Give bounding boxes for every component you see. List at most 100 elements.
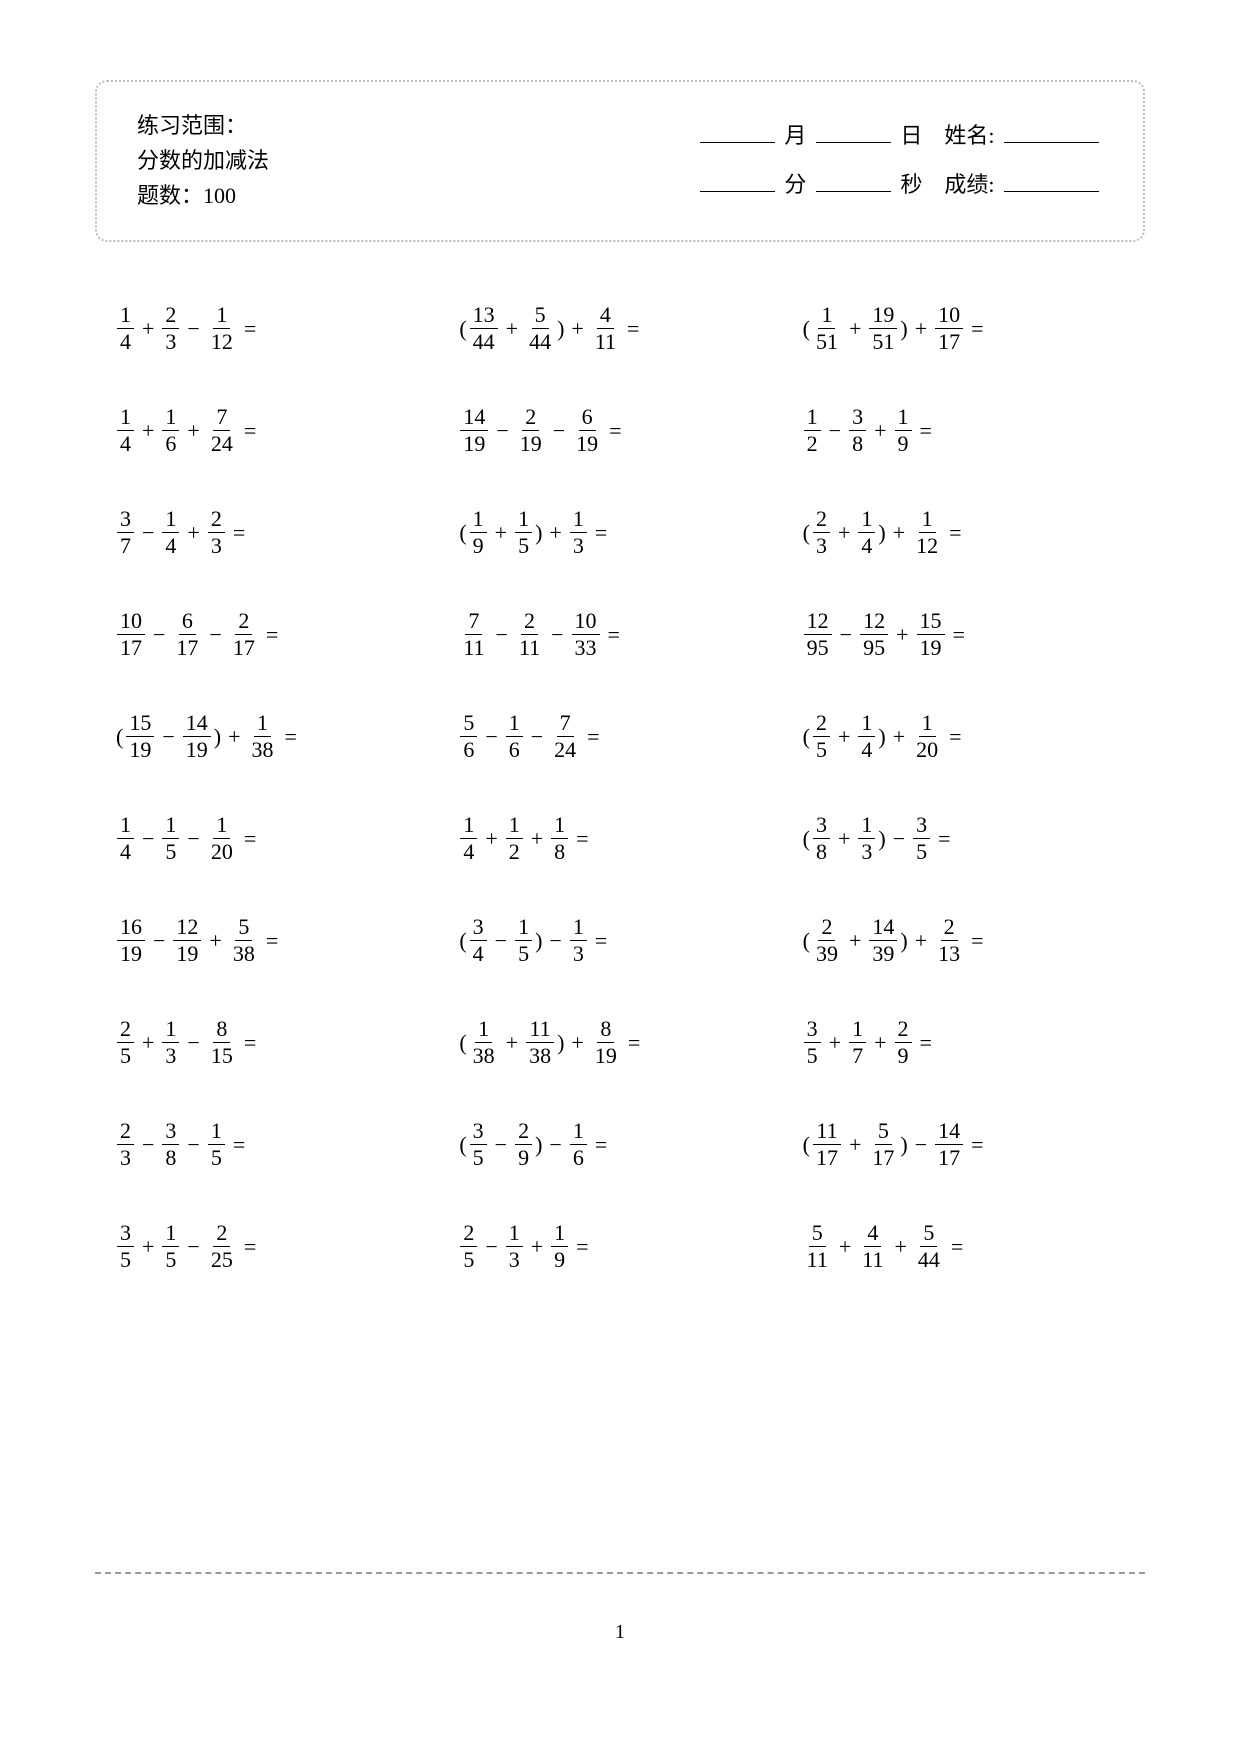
denominator: 13 (935, 941, 963, 965)
day-blank[interactable] (816, 123, 891, 143)
numerator: 1 (919, 712, 936, 737)
operator: + (209, 928, 221, 954)
operator: + (838, 724, 850, 750)
fraction: 14 (162, 508, 179, 557)
numerator: 1 (208, 1120, 225, 1145)
numerator: 2 (522, 406, 539, 431)
denominator: 4 (117, 431, 134, 455)
operator: − (142, 520, 154, 546)
operator: + (531, 1234, 543, 1260)
month-blank[interactable] (700, 123, 775, 143)
operator: = (627, 316, 639, 342)
denominator: 4 (858, 533, 875, 557)
operator: = (233, 520, 245, 546)
numerator: 19 (869, 304, 897, 329)
numerator: 2 (213, 1222, 230, 1247)
operator: = (285, 724, 297, 750)
denominator: 12 (208, 329, 236, 353)
numerator: 7 (213, 406, 230, 431)
numerator: 6 (579, 406, 596, 431)
problem: 14+23−112= (115, 302, 438, 356)
problem: 711−211−1033= (458, 608, 781, 662)
numerator: 4 (597, 304, 614, 329)
operator: = (595, 520, 607, 546)
fraction: 23 (117, 1120, 134, 1169)
denominator: 19 (117, 941, 145, 965)
paren: ) (900, 928, 907, 954)
numerator: 2 (117, 1120, 134, 1145)
fraction: 1295 (860, 610, 888, 659)
operator: = (587, 724, 599, 750)
operator: = (244, 1030, 256, 1056)
numerator: 5 (809, 1222, 826, 1247)
denominator: 5 (162, 1247, 179, 1271)
denominator: 5 (470, 1145, 487, 1169)
operator: + (187, 418, 199, 444)
fraction: 544 (526, 304, 554, 353)
denominator: 4 (858, 737, 875, 761)
problem: 1295−1295+1519= (802, 608, 1125, 662)
fraction: 211 (516, 610, 543, 659)
numerator: 1 (117, 406, 134, 431)
problem: 35+17+29= (802, 1016, 1125, 1070)
denominator: 5 (515, 533, 532, 557)
numerator: 1 (213, 814, 230, 839)
problem: (34−15)−13= (458, 914, 781, 968)
second-label: 秒 (900, 172, 922, 197)
count-line: 题数：100 (137, 178, 269, 213)
fraction: 1619 (117, 916, 145, 965)
numerator: 3 (162, 1120, 179, 1145)
numerator: 10 (572, 610, 600, 635)
scope-line: 练习范围： (137, 108, 269, 143)
fraction: 511 (804, 1222, 831, 1271)
operator: = (266, 622, 278, 648)
fraction: 14 (858, 508, 875, 557)
second-blank[interactable] (816, 172, 891, 192)
operator: − (495, 1132, 507, 1158)
denominator: 6 (460, 737, 477, 761)
operator: + (485, 826, 497, 852)
problem: 12−38+19= (802, 404, 1125, 458)
name-blank[interactable] (1004, 123, 1099, 143)
numerator: 1 (117, 304, 134, 329)
numerator: 11 (813, 1120, 840, 1145)
numerator: 1 (804, 406, 821, 431)
footer-divider (95, 1572, 1145, 1574)
operator: = (971, 928, 983, 954)
fraction: 14 (460, 814, 477, 863)
numerator: 2 (813, 508, 830, 533)
problem: (38+13)−35= (802, 812, 1125, 866)
operator: − (187, 316, 199, 342)
paren: ) (557, 1030, 564, 1056)
denominator: 9 (895, 431, 912, 455)
denominator: 3 (570, 941, 587, 965)
fraction: 1419 (460, 406, 488, 455)
operator: + (142, 1234, 154, 1260)
numerator: 2 (208, 508, 225, 533)
numerator: 5 (460, 712, 477, 737)
operator: = (938, 826, 950, 852)
paren: ) (557, 316, 564, 342)
numerator: 1 (515, 508, 532, 533)
numerator: 1 (919, 508, 936, 533)
denominator: 5 (460, 1247, 477, 1271)
operator: = (244, 316, 256, 342)
denominator: 19 (517, 431, 545, 455)
paren: ) (214, 724, 221, 750)
operator: = (951, 1234, 963, 1260)
fraction: 25 (460, 1222, 477, 1271)
denominator: 25 (208, 1247, 236, 1271)
fraction: 724 (208, 406, 236, 455)
fraction: 120 (913, 712, 941, 761)
denominator: 3 (858, 839, 875, 863)
problem: 1619−1219+538= (115, 914, 438, 968)
numerator: 1 (162, 406, 179, 431)
fraction: 112 (913, 508, 941, 557)
operator: + (571, 316, 583, 342)
score-blank[interactable] (1004, 172, 1099, 192)
fraction: 213 (935, 916, 963, 965)
minute-blank[interactable] (700, 172, 775, 192)
fraction: 19 (470, 508, 487, 557)
operator: + (893, 724, 905, 750)
fraction: 1295 (804, 610, 832, 659)
